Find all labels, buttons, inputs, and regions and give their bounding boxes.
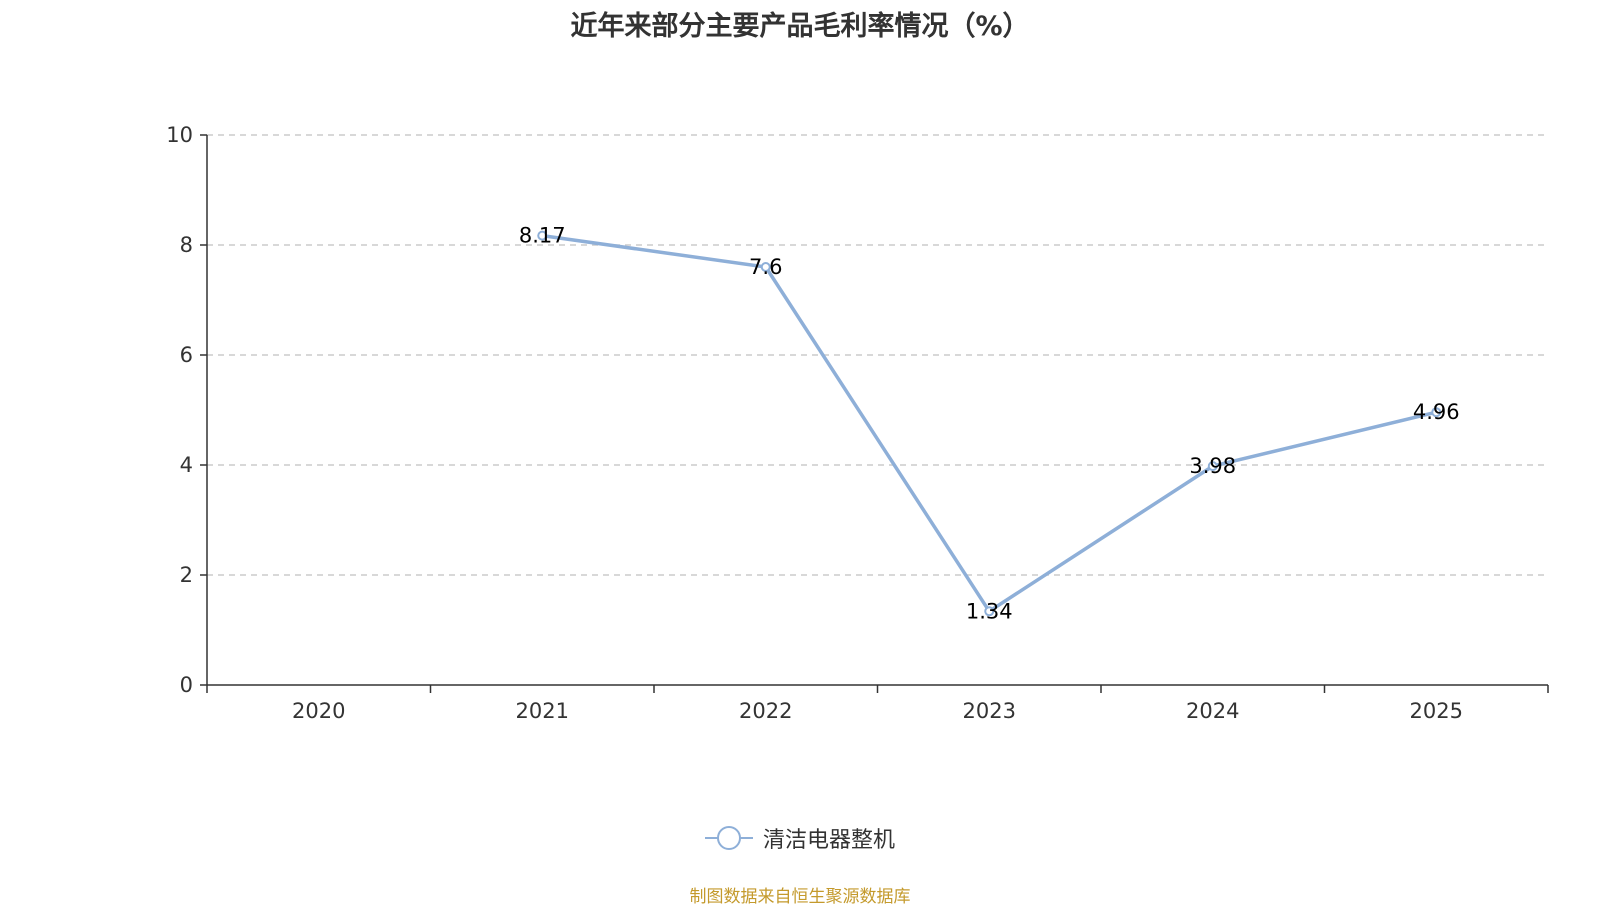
data-point: [760, 262, 771, 272]
data-label: 7.6: [749, 255, 782, 279]
series-line: [542, 233, 1437, 614]
data-point: [1431, 407, 1442, 418]
y-tick-label: 8: [180, 233, 193, 257]
chart-title: 近年来部分主要产品毛利率情况（%）: [570, 11, 1030, 42]
data-label: 8.17: [519, 224, 566, 248]
data-point: [1207, 461, 1218, 472]
x-tick-label: 2025: [1410, 699, 1463, 723]
y-tick-label: 10: [166, 123, 193, 147]
x-tick-label: 2023: [963, 699, 1016, 723]
data-label: 3.98: [1189, 454, 1236, 478]
x-tick-label: 2024: [1186, 699, 1239, 723]
y-tick-label: 4: [180, 453, 193, 477]
x-tick-label: 2022: [739, 699, 792, 723]
x-tick-label: 2021: [516, 699, 569, 723]
data-point: [537, 230, 548, 241]
y-tick-label: 0: [180, 673, 193, 697]
legend-line-marker-icon: [704, 825, 753, 851]
data-label: 4.96: [1413, 400, 1460, 424]
data-point: [984, 606, 995, 617]
source-note: 制图数据来自恒生聚源数据库: [689, 887, 911, 907]
data-label: 1.34: [966, 599, 1013, 623]
x-tick-label: 2020: [292, 699, 345, 723]
y-tick-label: 6: [180, 343, 193, 367]
legend-label: 清洁电器整机: [762, 828, 895, 853]
y-tick-label: 2: [180, 563, 193, 587]
legend[interactable]: 清洁电器整机: [0, 822, 1600, 854]
